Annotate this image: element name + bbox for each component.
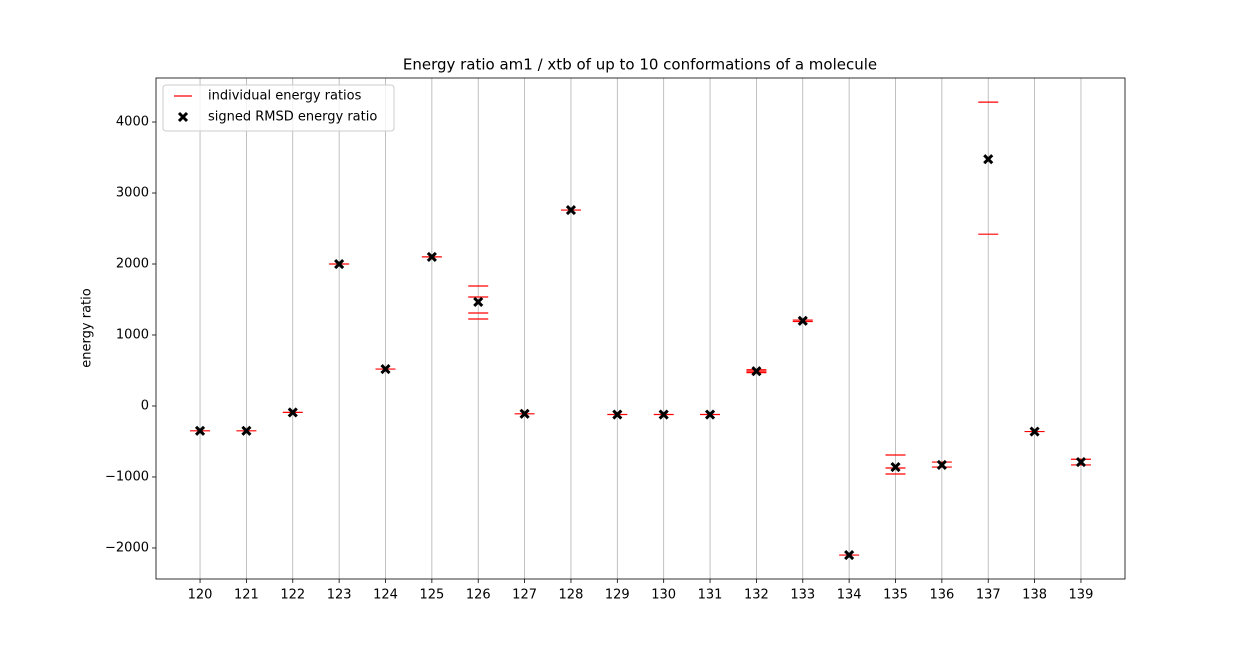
x-tick-label: 130 xyxy=(651,588,676,603)
rmsd-mark xyxy=(890,461,901,473)
rmsd-mark xyxy=(1029,426,1040,437)
legend-label: signed RMSD energy ratio xyxy=(208,110,377,125)
x-tick-label: 134 xyxy=(837,588,862,603)
rmsd-mark xyxy=(334,258,345,270)
rmsd-mark xyxy=(194,425,206,436)
x-tick-label: 137 xyxy=(976,588,1001,603)
rmsd-mark xyxy=(797,315,808,326)
x-tick-label: 136 xyxy=(929,588,954,603)
rmsd-mark xyxy=(704,409,716,420)
x-tick-label: 135 xyxy=(883,588,908,603)
x-tick-label: 133 xyxy=(790,588,815,603)
chart-title: Energy ratio am1 / xtb of up to 10 confo… xyxy=(403,56,877,74)
rmsd-mark xyxy=(519,408,530,419)
y-tick-label: 2000 xyxy=(116,257,149,272)
rmsd-mark xyxy=(844,550,855,561)
rmsd-mark xyxy=(1075,457,1087,468)
rmsd-mark xyxy=(983,154,994,165)
x-tick-label: 138 xyxy=(1022,588,1047,603)
y-tick-label: −2000 xyxy=(105,540,149,555)
x-tick-label: 120 xyxy=(188,588,213,603)
rmsd-mark xyxy=(565,204,577,216)
x-tick-label: 123 xyxy=(327,588,352,603)
x-tick-label: 121 xyxy=(234,588,259,603)
y-tick-label: 3000 xyxy=(116,186,149,201)
x-tick-label: 126 xyxy=(466,588,491,603)
rmsd-mark xyxy=(612,409,623,420)
legend-box xyxy=(162,84,395,132)
legend-label: individual energy ratios xyxy=(208,89,362,104)
legend-swatch xyxy=(177,111,189,123)
rmsd-mark xyxy=(287,407,298,418)
y-tick-label: 4000 xyxy=(116,115,149,130)
x-tick-label: 131 xyxy=(698,588,723,603)
y-tick-label: −1000 xyxy=(105,469,149,484)
x-tick-label: 139 xyxy=(1069,588,1094,603)
x-tick-label: 127 xyxy=(512,588,537,603)
rmsd-mark xyxy=(380,364,391,375)
y-axis-label: energy ratio xyxy=(80,288,95,367)
rmsd-mark xyxy=(473,296,484,308)
x-tick-label: 122 xyxy=(280,588,305,603)
rmsd-mark xyxy=(751,366,762,377)
x-tick-label: 124 xyxy=(373,588,398,603)
rmsd-mark xyxy=(658,409,669,420)
x-tick-label: 132 xyxy=(744,588,769,603)
rmsd-mark xyxy=(936,459,947,470)
y-tick-label: 0 xyxy=(141,398,149,413)
rmsd-mark xyxy=(426,251,437,262)
y-tick-label: 1000 xyxy=(116,327,149,342)
x-tick-label: 128 xyxy=(559,588,584,603)
x-tick-label: 129 xyxy=(605,588,630,603)
rmsd-mark xyxy=(241,425,252,436)
x-tick-label: 125 xyxy=(419,588,444,603)
plot-frame xyxy=(155,77,1126,580)
